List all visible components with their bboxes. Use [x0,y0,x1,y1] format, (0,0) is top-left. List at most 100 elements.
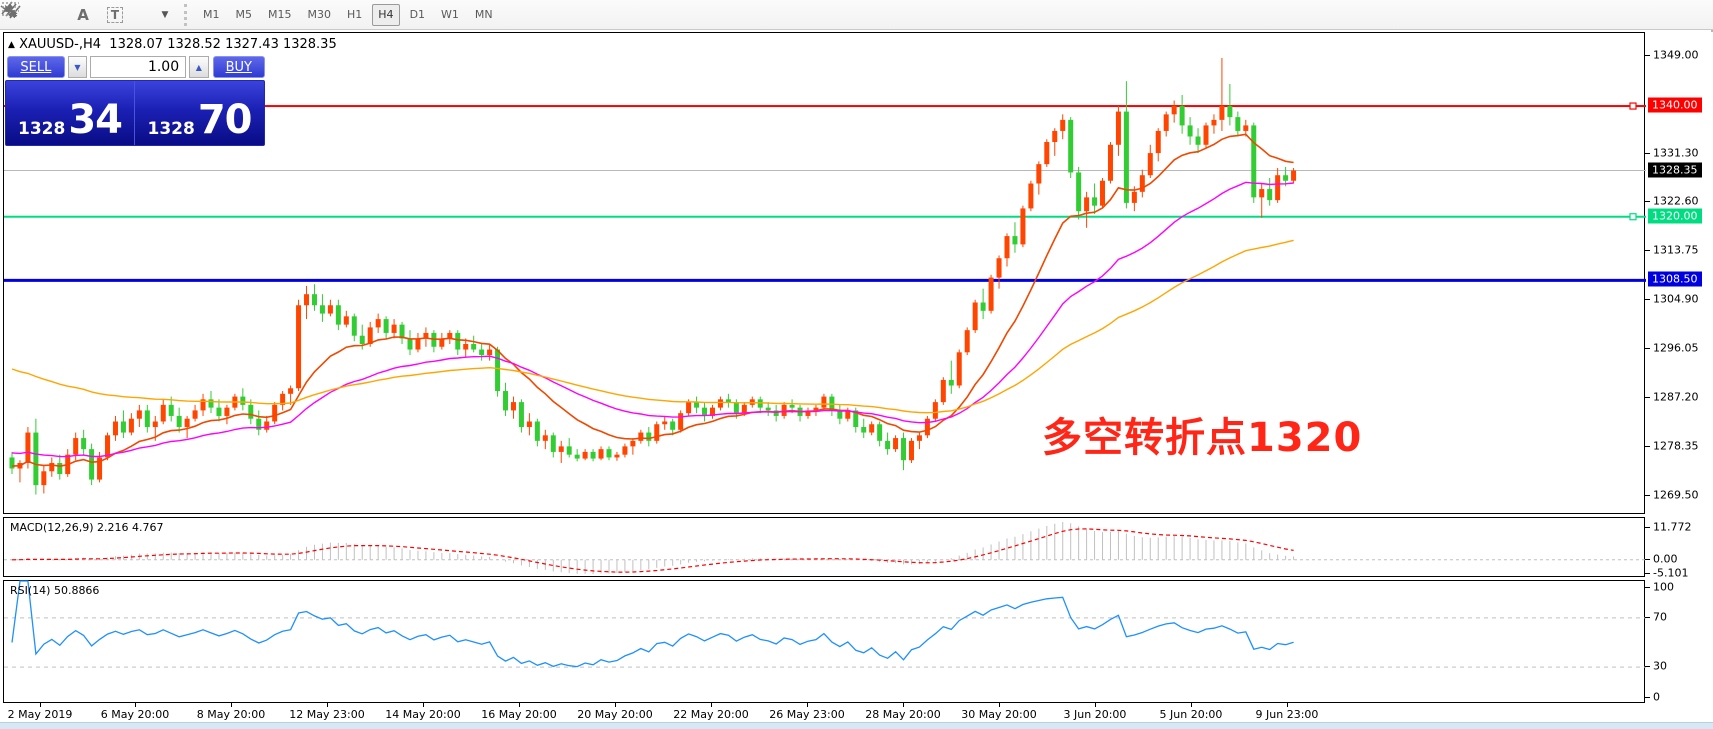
time-tick [903,703,904,707]
axis-tick [1645,446,1650,448]
price-tick-label: 1331.30 [1653,146,1699,160]
time-tick [1095,703,1096,707]
ask-price-main: 1328 [147,119,195,139]
axis-tick [1645,697,1650,698]
time-tick [999,703,1000,707]
price-tick-label: 1269.50 [1653,488,1699,502]
time-tick-label: 6 May 20:00 [100,708,170,721]
triangle-up-icon[interactable]: ▲ [8,40,15,50]
macd-pane[interactable]: MACD(12,26,9) 2.216 4.767 [3,517,1646,577]
axis-tick [1645,558,1650,560]
price-tick-label: 1349.00 [1653,48,1699,62]
timeframe-button-m15[interactable]: M15 [268,8,292,21]
timeframe-button-m1[interactable]: M1 [203,8,220,21]
time-tick-label: 5 Jun 20:00 [1159,708,1223,721]
volume-decrease-button[interactable]: ▼ [67,56,88,78]
timeframe-button-w1[interactable]: W1 [441,8,459,21]
time-tick-label: 8 May 20:00 [196,708,266,721]
macd-label: MACD(12,26,9) 2.216 4.767 [10,521,164,534]
axis-tick [1645,153,1650,155]
time-tick-label: 26 May 23:00 [769,708,845,721]
macd-zero-label: 0.00 [1653,552,1678,566]
time-tick [1287,703,1288,707]
main-chart-pane[interactable]: 多空转折点1320 [3,32,1646,514]
chart-symbol: XAUUSD-,H4 [19,37,102,52]
time-tick-label: 14 May 20:00 [385,708,461,721]
text-label-icon[interactable]: A [77,5,89,24]
buy-button[interactable]: BUY [212,56,265,78]
dropdown-caret-icon[interactable]: ▼ [161,9,169,20]
sell-button[interactable]: SELL [7,56,65,78]
rsi-tick-label: 0 [1653,690,1660,704]
macd-max-label: 11.772 [1653,520,1692,534]
time-tick [423,703,424,707]
time-tick [615,703,616,707]
timeframe-button-mn[interactable]: MN [474,8,493,21]
chart-ohlc: 1328.07 1328.52 1327.43 1328.35 [109,37,337,52]
price-tick-label: 1296.05 [1653,341,1699,355]
bid-price-main: 1328 [18,119,66,139]
one-click-trading-panel: SELL ▼ ▲ BUY 1328 34 1328 70 [5,55,265,153]
price-tick-label: 1322.60 [1653,194,1699,208]
rsi-tick-label: 30 [1653,659,1667,673]
time-tick-label: 3 Jun 20:00 [1063,708,1127,721]
text-box-icon[interactable]: T [102,3,128,27]
time-axis[interactable]: 2 May 2019 6 May 20:00 8 May 20:00 12 May 2… [3,703,1645,722]
status-bar-strip [0,722,1713,729]
timeframe-button-h4[interactable]: H4 [372,3,400,26]
bid-price-pips: 34 [68,97,123,143]
axis-tick [1645,397,1650,399]
time-tick [711,703,712,707]
arrow-style-icon[interactable] [5,3,160,27]
chart-title: ▲ XAUUSD-,H4 1328.07 1328.52 1327.43 132… [8,37,337,52]
axis-tick [1645,527,1650,528]
chart-window: ▲ XAUUSD-,H4 1328.07 1328.52 1327.43 132… [0,32,1713,722]
price-tick-label: 1313.75 [1653,243,1699,257]
axis-tick [1645,616,1650,618]
price-tick-label: 1304.90 [1653,292,1699,306]
hline-price-label: 1308.50 [1648,271,1702,287]
timeframe-button-m5[interactable]: M5 [235,8,253,21]
time-tick [519,703,520,707]
ask-price-pips: 70 [197,97,253,143]
time-tick-label: 16 May 20:00 [481,708,557,721]
time-tick-label: 22 May 20:00 [673,708,749,721]
axis-tick [1645,573,1650,574]
ask-price[interactable]: 1328 70 [135,81,264,145]
time-tick-label: 20 May 20:00 [577,708,653,721]
time-tick-label: 28 May 20:00 [865,708,941,721]
price-axis[interactable]: 1349.00 1331.30 1322.60 1313.75 1304.90 1296.… [1645,32,1711,722]
timeframe-button-h1[interactable]: H1 [347,8,363,21]
rsi-tick-label: 100 [1653,580,1674,594]
timeframe-toolbar: M1 M5 M15 M30 H1 H4 D1 W1 MN [195,3,501,26]
time-tick-label: 2 May 2019 [7,708,73,721]
fibonacci-icon[interactable]: F [2,2,64,27]
axis-tick [1645,348,1650,350]
toolbar-drag-handle[interactable] [184,3,189,26]
axis-tick [1645,495,1650,497]
axis-tick [1645,250,1650,252]
timeframe-button-d1[interactable]: D1 [409,8,426,21]
time-tick-label: 9 Jun 23:00 [1255,708,1319,721]
time-tick-label: 30 May 20:00 [961,708,1037,721]
rsi-pane[interactable]: RSI(14) 50.8866 [3,580,1646,703]
time-tick [327,703,328,707]
bid-price[interactable]: 1328 34 [6,81,135,145]
volume-increase-button[interactable]: ▲ [189,56,209,78]
axis-tick [1645,299,1650,301]
axis-tick [1645,55,1650,57]
time-tick [231,703,232,707]
time-tick [135,703,136,707]
hline-price-label: 1320.00 [1648,208,1702,224]
timeframe-button-m30[interactable]: M30 [307,8,332,21]
macd-min-label: -5.101 [1653,566,1689,580]
axis-tick [1645,201,1650,203]
annotation-text[interactable]: 多空转折点1320 [1042,415,1363,461]
price-tick-label: 1278.35 [1653,439,1699,453]
volume-input[interactable] [90,56,187,78]
hline-price-label: 1340.00 [1648,97,1702,113]
time-tick-label: 12 May 23:00 [289,708,365,721]
rsi-label: RSI(14) 50.8866 [10,584,100,597]
rsi-tick-label: 70 [1653,610,1667,624]
